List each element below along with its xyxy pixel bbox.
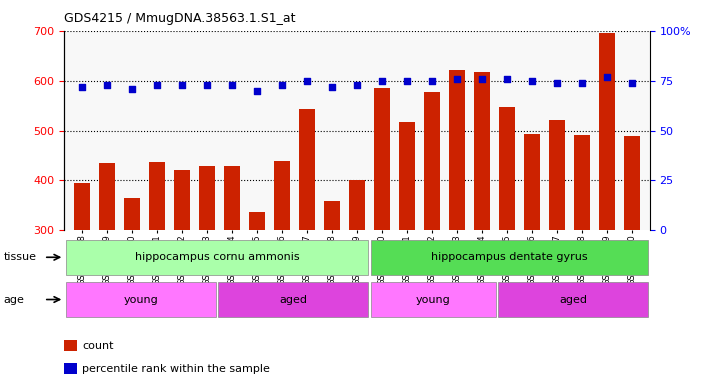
Point [101, 81, 113, 88]
Point [401, 78, 413, 84]
Point [576, 79, 588, 86]
Text: young: young [416, 295, 451, 305]
Point [451, 76, 463, 82]
Point [601, 74, 613, 80]
Point [426, 78, 438, 84]
Bar [198, 166, 215, 380]
Point [226, 81, 238, 88]
Text: hippocampus cornu ammonis: hippocampus cornu ammonis [135, 252, 299, 262]
Text: percentile rank within the sample: percentile rank within the sample [82, 364, 270, 374]
Point [276, 81, 288, 88]
Bar [99, 163, 115, 380]
Bar [371, 282, 496, 317]
Bar [498, 282, 648, 317]
Bar [174, 170, 190, 380]
Bar [424, 92, 441, 380]
Bar [371, 240, 648, 275]
Bar [499, 107, 516, 380]
Bar [324, 202, 340, 380]
Point [126, 86, 138, 92]
Point [301, 78, 313, 84]
Bar [599, 33, 615, 380]
Bar [299, 109, 315, 380]
Bar [374, 88, 390, 380]
Point [326, 84, 338, 90]
Point [551, 79, 563, 86]
Bar [273, 161, 290, 380]
Bar [574, 135, 590, 380]
Point [201, 81, 213, 88]
Text: tissue: tissue [4, 252, 36, 262]
Bar [549, 119, 565, 380]
Point [526, 78, 538, 84]
Bar [66, 240, 368, 275]
Bar [624, 136, 640, 380]
Point [251, 88, 263, 94]
Bar [474, 72, 491, 380]
Text: count: count [82, 341, 114, 351]
Text: hippocampus dentate gyrus: hippocampus dentate gyrus [431, 252, 588, 262]
Text: GDS4215 / MmugDNA.38563.1.S1_at: GDS4215 / MmugDNA.38563.1.S1_at [64, 12, 296, 25]
Bar [218, 282, 368, 317]
Bar [149, 162, 165, 380]
Bar [524, 134, 540, 380]
Bar [124, 198, 140, 380]
Point [476, 76, 488, 82]
Text: aged: aged [279, 295, 307, 305]
Bar [74, 183, 90, 380]
Bar [66, 282, 216, 317]
Bar [399, 122, 415, 380]
Point [626, 79, 638, 86]
Bar [449, 70, 466, 380]
Point [376, 78, 388, 84]
Bar [248, 212, 265, 380]
Point [151, 81, 163, 88]
Point [351, 81, 363, 88]
Point [176, 81, 188, 88]
Bar [349, 180, 365, 380]
Text: aged: aged [559, 295, 588, 305]
Point [76, 84, 88, 90]
Text: age: age [4, 295, 24, 305]
Point [501, 76, 513, 82]
Text: young: young [124, 295, 158, 305]
Bar [223, 166, 240, 380]
